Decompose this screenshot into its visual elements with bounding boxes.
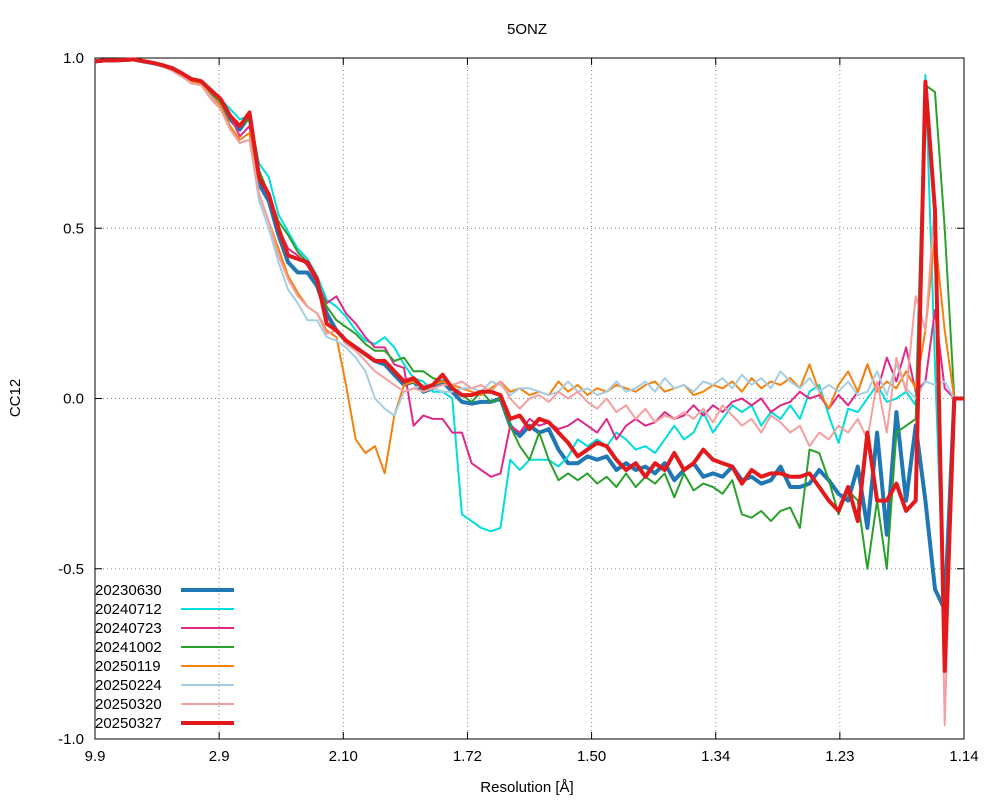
y-tick-label: 0.5 <box>63 220 84 237</box>
legend-label: 20250320 <box>95 696 162 713</box>
x-tick-label: 2.9 <box>209 748 230 765</box>
legend-label: 20250327 <box>95 715 162 732</box>
legend-label: 20230630 <box>95 582 162 599</box>
y-axis-title: CC12 <box>7 379 24 417</box>
series-line-20230630 <box>94 57 964 612</box>
legend-label: 20241002 <box>95 639 162 656</box>
series-line-20250119 <box>94 59 964 475</box>
x-tick-label: 1.72 <box>453 748 482 765</box>
x-tick-label: 1.34 <box>701 748 730 765</box>
legend-label: 20250224 <box>95 677 162 694</box>
x-axis-title: Resolution [Å] <box>480 779 573 796</box>
series-line-20240723 <box>94 59 964 478</box>
x-tick-label: 9.9 <box>85 748 106 765</box>
x-tick-label: 1.14 <box>949 748 978 765</box>
legend-label: 20240723 <box>95 620 162 637</box>
series-lines <box>94 57 964 727</box>
legend-label: 20250119 <box>95 658 161 675</box>
y-tick-label: 1.0 <box>63 50 84 67</box>
series-line-20240712 <box>94 58 964 638</box>
x-tick-label: 2.10 <box>329 748 358 765</box>
y-tick-label: 0.0 <box>63 391 84 408</box>
legend-label: 20240712 <box>95 601 162 618</box>
series-line-20250327 <box>94 57 964 673</box>
axis-ticks: 9.9 2.9 2.10 1.72 1.50 1.34 1.23 1.14 1.0 0.5 0.0 -… <box>58 50 978 765</box>
series-line-20241002 <box>94 58 964 570</box>
x-tick-label: 1.50 <box>577 748 606 765</box>
legend: 20230630 20240712 20240723 20241002 20250119… <box>95 582 234 732</box>
series-line-20250320 <box>94 59 964 727</box>
y-tick-label: -1.0 <box>58 731 84 748</box>
x-tick-label: 1.23 <box>825 748 854 765</box>
chart-title: 5ONZ <box>507 21 547 38</box>
y-tick-label: -0.5 <box>58 561 84 578</box>
